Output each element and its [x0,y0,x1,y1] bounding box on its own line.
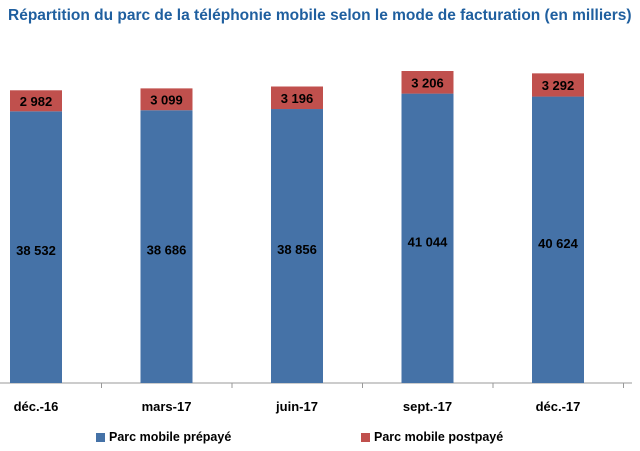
bar-prepaid [532,96,584,383]
bar-postpaid [140,88,193,111]
bar-prepaid [140,110,193,383]
bar-postpaid [532,73,584,97]
x-tick-label: sept.-17 [403,399,452,414]
x-tick-label: juin-17 [275,399,318,414]
data-label-prepaid: 41 044 [408,234,449,249]
legend-item-prepaid: Parc mobile prépayé [96,430,231,444]
legend-swatch-prepaid [96,432,105,442]
legend-item-postpaid: Parc mobile postpayé [361,430,503,444]
bar-postpaid [271,86,323,110]
data-label-postpaid: 2 982 [20,94,53,109]
data-label-postpaid: 3 099 [150,92,183,107]
x-tick-label: déc.-17 [536,399,581,414]
bar-prepaid [271,109,323,383]
data-label-prepaid: 38 532 [16,243,56,258]
bar-prepaid [10,111,62,383]
bar-postpaid [401,71,454,94]
legend-label-prepaid: Parc mobile prépayé [109,430,232,444]
legend-label-postpaid: Parc mobile postpayé [374,430,504,444]
bar-postpaid [10,90,62,112]
x-tick-label: déc.-16 [14,399,59,414]
data-label-postpaid: 3 206 [411,75,444,90]
data-label-prepaid: 40 624 [538,236,579,251]
chart-title: Répartition du parc de la téléphonie mob… [8,7,632,24]
x-tick-label: mars-17 [142,399,192,414]
data-label-prepaid: 38 686 [147,243,187,258]
data-label-postpaid: 3 292 [542,78,575,93]
data-label-prepaid: 38 856 [277,242,317,257]
data-label-postpaid: 3 196 [281,91,314,106]
bar-prepaid [401,93,454,384]
legend-swatch-postpaid [361,432,370,442]
